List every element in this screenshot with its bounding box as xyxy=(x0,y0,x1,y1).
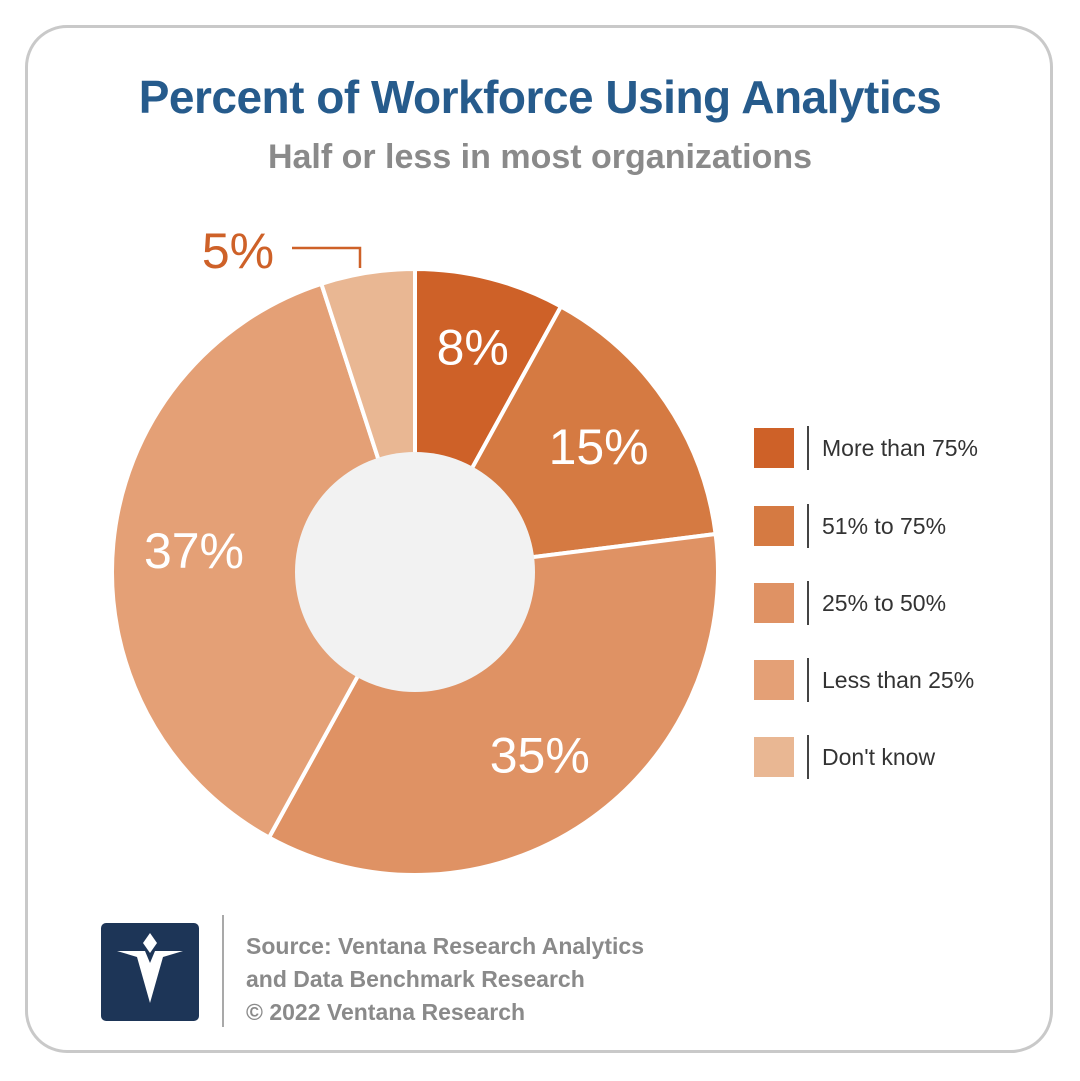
legend-item-dont-know: Don't know xyxy=(754,735,1044,779)
chart-subtitle: Half or less in most organizations xyxy=(267,138,813,176)
source-note: Source: Ventana Research Analytics and D… xyxy=(246,930,644,1029)
legend-divider xyxy=(807,426,809,470)
legend-label: 25% to 50% xyxy=(822,590,947,616)
data-label-51-to-75: 15% xyxy=(549,419,649,475)
legend-divider xyxy=(807,581,809,625)
data-label-25-to-50: 35% xyxy=(490,728,590,784)
pie-slice-less-than-25 xyxy=(110,281,418,841)
legend-swatch xyxy=(754,506,794,546)
legend-label: More than 75% xyxy=(822,435,978,461)
legend-item-25-to-50: 25% to 50% xyxy=(754,581,1044,625)
legend-item-less-than-25: Less than 25% xyxy=(754,658,1044,702)
ventana-v-logo-icon xyxy=(101,923,199,1021)
legend-item-more-than-75: More than 75% xyxy=(754,426,1044,470)
chart-title: Percent of Workforce Using Analytics xyxy=(138,71,942,123)
source-line-1: Source: Ventana Research Analytics xyxy=(246,933,644,959)
legend-label: Don't know xyxy=(822,744,936,770)
legend-swatch xyxy=(754,428,794,468)
legend-item-51-to-75: 51% to 75% xyxy=(754,504,1044,548)
leader-line xyxy=(292,246,362,268)
data-label-dont-know: 5% xyxy=(202,223,274,279)
footer-divider xyxy=(222,915,224,1027)
data-label-more-than-75: 8% xyxy=(437,319,509,375)
legend-divider xyxy=(807,735,809,779)
source-line-2: and Data Benchmark Research xyxy=(246,966,585,992)
legend-divider xyxy=(807,504,809,548)
legend-divider xyxy=(807,658,809,702)
data-label-less-than-25: 37% xyxy=(144,523,244,579)
legend-label: Less than 25% xyxy=(822,667,975,693)
legend-swatch xyxy=(754,583,794,623)
pie-slice-25-to-50 xyxy=(266,531,720,877)
legend-swatch xyxy=(754,660,794,700)
legend-swatch xyxy=(754,737,794,777)
donut-hole xyxy=(295,452,535,692)
legend-label: 51% to 75% xyxy=(822,513,947,539)
copyright: © 2022 Ventana Research xyxy=(246,999,526,1025)
